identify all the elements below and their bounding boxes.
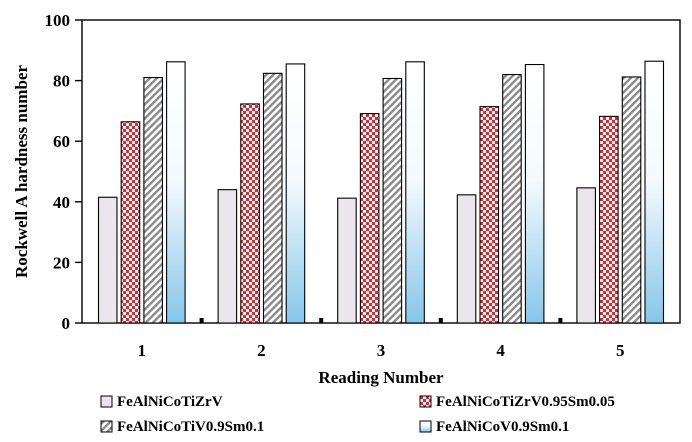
y-tick-label-3: 60 xyxy=(53,132,70,151)
x-tick-label-2: 2 xyxy=(257,341,266,360)
bar-3-reading-1 xyxy=(143,77,163,324)
legend-label-2: FeAlNiCoTiZrV0.95Sm0.05 xyxy=(436,394,615,410)
legend-swatch-1 xyxy=(100,395,113,408)
bar-3-reading-2 xyxy=(262,72,283,324)
bar-4-reading-5 xyxy=(644,60,665,324)
legend-swatch-4 xyxy=(419,420,432,433)
x-tick-label-3: 3 xyxy=(377,341,386,360)
bar-4-reading-2 xyxy=(285,63,306,324)
bar-1-reading-1 xyxy=(97,196,118,324)
bar-2-reading-2 xyxy=(240,103,260,324)
bar-4-reading-3 xyxy=(405,61,425,324)
bar-2-reading-3 xyxy=(359,113,380,324)
bar-4-reading-4 xyxy=(524,63,545,324)
y-tick-label-2: 40 xyxy=(53,193,70,212)
bar-1-reading-5 xyxy=(576,187,596,324)
bar-3-reading-4 xyxy=(502,73,522,324)
x-tick-label-4: 4 xyxy=(496,341,505,360)
y-tick-label-5: 100 xyxy=(45,11,71,30)
legend-label-3: FeAlNiCoTiV0.9Sm0.1 xyxy=(117,419,264,435)
x-axis-title: Reading Number xyxy=(318,368,444,387)
legend-swatch-3 xyxy=(100,420,113,433)
bar-1-reading-4 xyxy=(456,194,477,324)
x-tick-label-1: 1 xyxy=(138,341,147,360)
y-tick-label-4: 80 xyxy=(53,72,70,91)
bar-3-reading-3 xyxy=(382,77,403,324)
bar-4-reading-1 xyxy=(166,61,186,324)
bar-3-reading-5 xyxy=(621,76,642,324)
bar-2-reading-5 xyxy=(599,115,619,324)
y-tick-label-0: 0 xyxy=(62,314,71,333)
bar-2-reading-1 xyxy=(120,121,141,324)
bar-1-reading-2 xyxy=(217,189,238,324)
legend-swatch-2 xyxy=(419,395,432,408)
y-tick-label-1: 20 xyxy=(53,253,70,272)
x-tick-label-5: 5 xyxy=(616,341,625,360)
legend-label-4: FeAlNiCoV0.9Sm0.1 xyxy=(436,419,569,435)
bar-2-reading-4 xyxy=(479,106,500,324)
legend-label-1: FeAlNiCoTiZrV xyxy=(117,394,223,410)
y-axis-title: Rockwell A hardness number xyxy=(12,65,31,278)
bar-1-reading-3 xyxy=(337,197,357,324)
plot-frame xyxy=(81,19,681,324)
